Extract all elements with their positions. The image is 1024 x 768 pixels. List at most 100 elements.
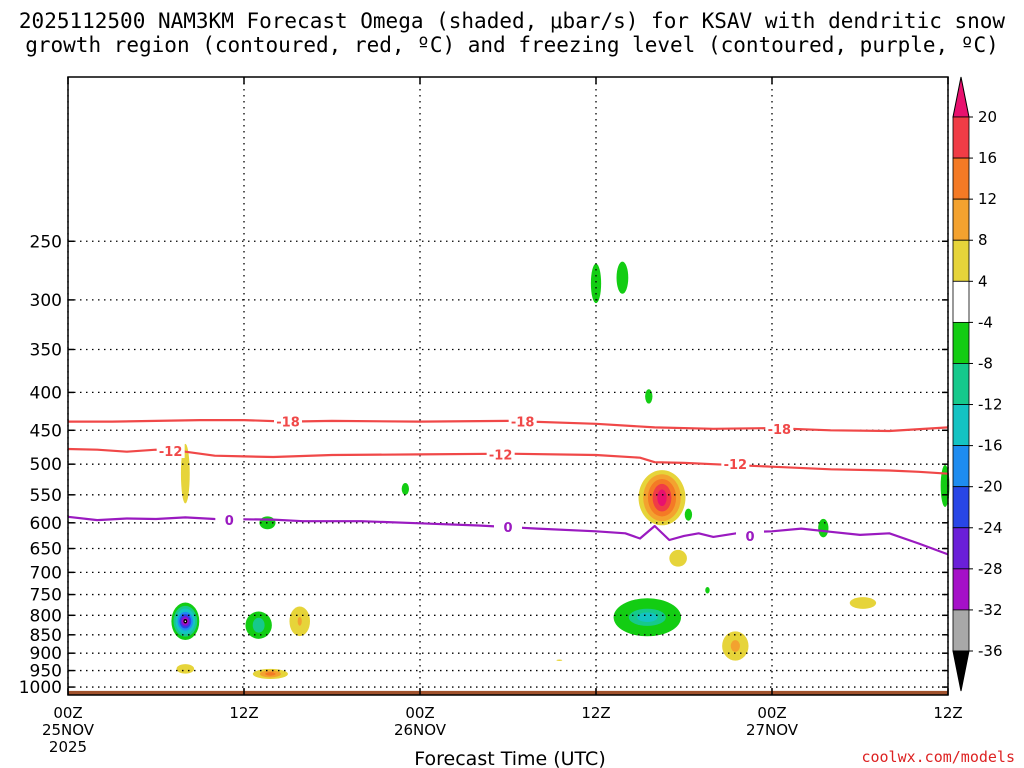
omega-downdraft-0600-770mb — [849, 597, 877, 609]
colorbar-bin — [952, 568, 970, 611]
y-tick-label: 400 — [30, 383, 62, 403]
contour-dgz-minus-18 — [68, 419, 949, 433]
omega-core-0 — [297, 616, 302, 626]
omega-downdraft-1400-800mb — [289, 606, 310, 637]
omega-region — [645, 389, 653, 404]
omega-region — [176, 664, 195, 674]
colorbar-bin — [952, 116, 970, 159]
omega-core-1 — [265, 672, 276, 676]
contour-label-dgz-minus-12: -12 — [724, 458, 748, 473]
x-tick-label: 12Z — [581, 704, 610, 722]
omega-core-7 — [184, 620, 187, 623]
colorbar-bin — [952, 445, 970, 488]
x-tick-label: 00Z — [405, 704, 434, 722]
omega-updraft-0300-620mb — [818, 518, 829, 538]
y-tick-label: 550 — [30, 486, 62, 506]
omega-downdraft-core-1500 — [638, 470, 686, 526]
omega-updraft-2300-550mb — [401, 482, 410, 495]
colorbar-bin — [952, 404, 970, 447]
x-tick-label: 27NOV — [746, 721, 799, 739]
omega-downdraft-1600-680mb — [669, 549, 687, 567]
contour-freezing-level — [67, 515, 949, 556]
chart-title-line1: 2025112500 NAM3KM Forecast Omega (shaded… — [19, 9, 1006, 33]
contour-label-bg — [765, 420, 794, 436]
colorbar-bottom-arrow — [952, 650, 970, 692]
colorbar-label: -32 — [978, 601, 1003, 619]
colorbar-bin — [952, 321, 970, 364]
contour-label-freezing-level: 0 — [503, 521, 512, 536]
plot-background — [68, 77, 948, 695]
omega-updraft-core-0830 — [171, 602, 200, 641]
omega-core-0 — [730, 640, 740, 652]
y-tick-label: 1000 — [19, 678, 62, 698]
y-tick-label: 750 — [30, 586, 62, 606]
omega-updraft-1200-upper-a — [590, 263, 602, 304]
colorbar-label: -24 — [978, 519, 1003, 537]
y-tick-label: 450 — [30, 421, 62, 441]
contour-label-dgz-minus-18: -18 — [276, 416, 300, 431]
contour-label-dgz-minus-12: -12 — [489, 448, 513, 463]
contour-label-bg — [508, 413, 537, 429]
y-tick-label: 500 — [30, 455, 62, 475]
colorbar-bin — [952, 363, 970, 405]
contour-label-bg — [156, 443, 185, 459]
colorbar-label: -20 — [978, 478, 1003, 496]
x-tick-label: 00Z — [53, 704, 82, 722]
contour-label-freezing-level: 0 — [225, 514, 234, 529]
omega-downdraft-tall-0830 — [180, 443, 190, 504]
omega-core-0 — [252, 617, 265, 633]
colorbar-bin — [952, 198, 970, 241]
contour-label-dgz-minus-18: -18 — [768, 423, 792, 438]
colorbar-label: -4 — [978, 313, 993, 331]
colorbar-label: -28 — [978, 560, 1003, 578]
colorbar-bin — [952, 609, 970, 652]
credit-text: coolwx.com/models — [861, 748, 1015, 766]
x-axis-title: Forecast Time (UTC) — [414, 748, 605, 768]
omega-updraft-1400-400mb — [645, 389, 653, 404]
omega-downdraft-1900-880mb — [722, 631, 749, 661]
y-tick-label: 250 — [30, 232, 62, 252]
colorbar: 20 16 12 8 4 -4 -8 -12 -16 -20 -24 -28 -32 -36 — [952, 76, 1003, 692]
colorbar-label: 4 — [978, 272, 988, 290]
y-tick-label: 650 — [30, 540, 62, 560]
omega-region — [616, 261, 629, 294]
omega-region — [849, 597, 877, 609]
colorbar-label: -36 — [978, 642, 1003, 660]
y-tick-label: 700 — [30, 563, 62, 583]
plot-frame — [67, 76, 949, 696]
omega-region — [705, 586, 710, 594]
omega-downdraft-3300-920mb — [556, 659, 563, 661]
contour-label-dgz-minus-18: -18 — [511, 416, 535, 431]
contour-label-freezing-level: 0 — [745, 530, 754, 545]
x-tick-label: 12Z — [933, 704, 962, 722]
omega-updraft-1600-620mb — [684, 508, 693, 521]
colorbar-bin — [952, 157, 970, 200]
colorbar-label: 20 — [978, 108, 997, 126]
colorbar-label: 12 — [978, 190, 997, 208]
contour-label-bg — [486, 446, 515, 462]
contour-label-bg — [494, 519, 522, 535]
y-tick-label: 300 — [30, 291, 62, 311]
omega-region — [590, 263, 602, 304]
colorbar-bin — [952, 527, 970, 570]
colorbar-bin — [952, 486, 970, 529]
contour-label-bg — [721, 456, 750, 472]
colorbar-label: -8 — [978, 354, 993, 372]
omega-updraft-1500-800mb — [613, 598, 682, 637]
y-tick-label: 800 — [30, 606, 62, 626]
colorbar-label: -16 — [978, 437, 1003, 455]
omega-updraft-1300-800mb — [245, 611, 272, 639]
colorbar-label: -12 — [978, 396, 1003, 414]
y-tick-label: 950 — [30, 662, 62, 682]
omega-region — [180, 443, 190, 504]
x-tick-label: 26NOV — [394, 721, 447, 739]
omega-region — [401, 482, 410, 495]
omega-downdraft-1400-950mb — [252, 668, 288, 679]
omega-region — [669, 549, 687, 567]
contour-label-dgz-minus-12: -12 — [159, 445, 183, 460]
omega-region — [684, 508, 693, 521]
contour-label-bg — [215, 512, 244, 528]
colorbar-bin — [952, 239, 970, 282]
omega-updraft-1700-740mb — [705, 586, 710, 594]
